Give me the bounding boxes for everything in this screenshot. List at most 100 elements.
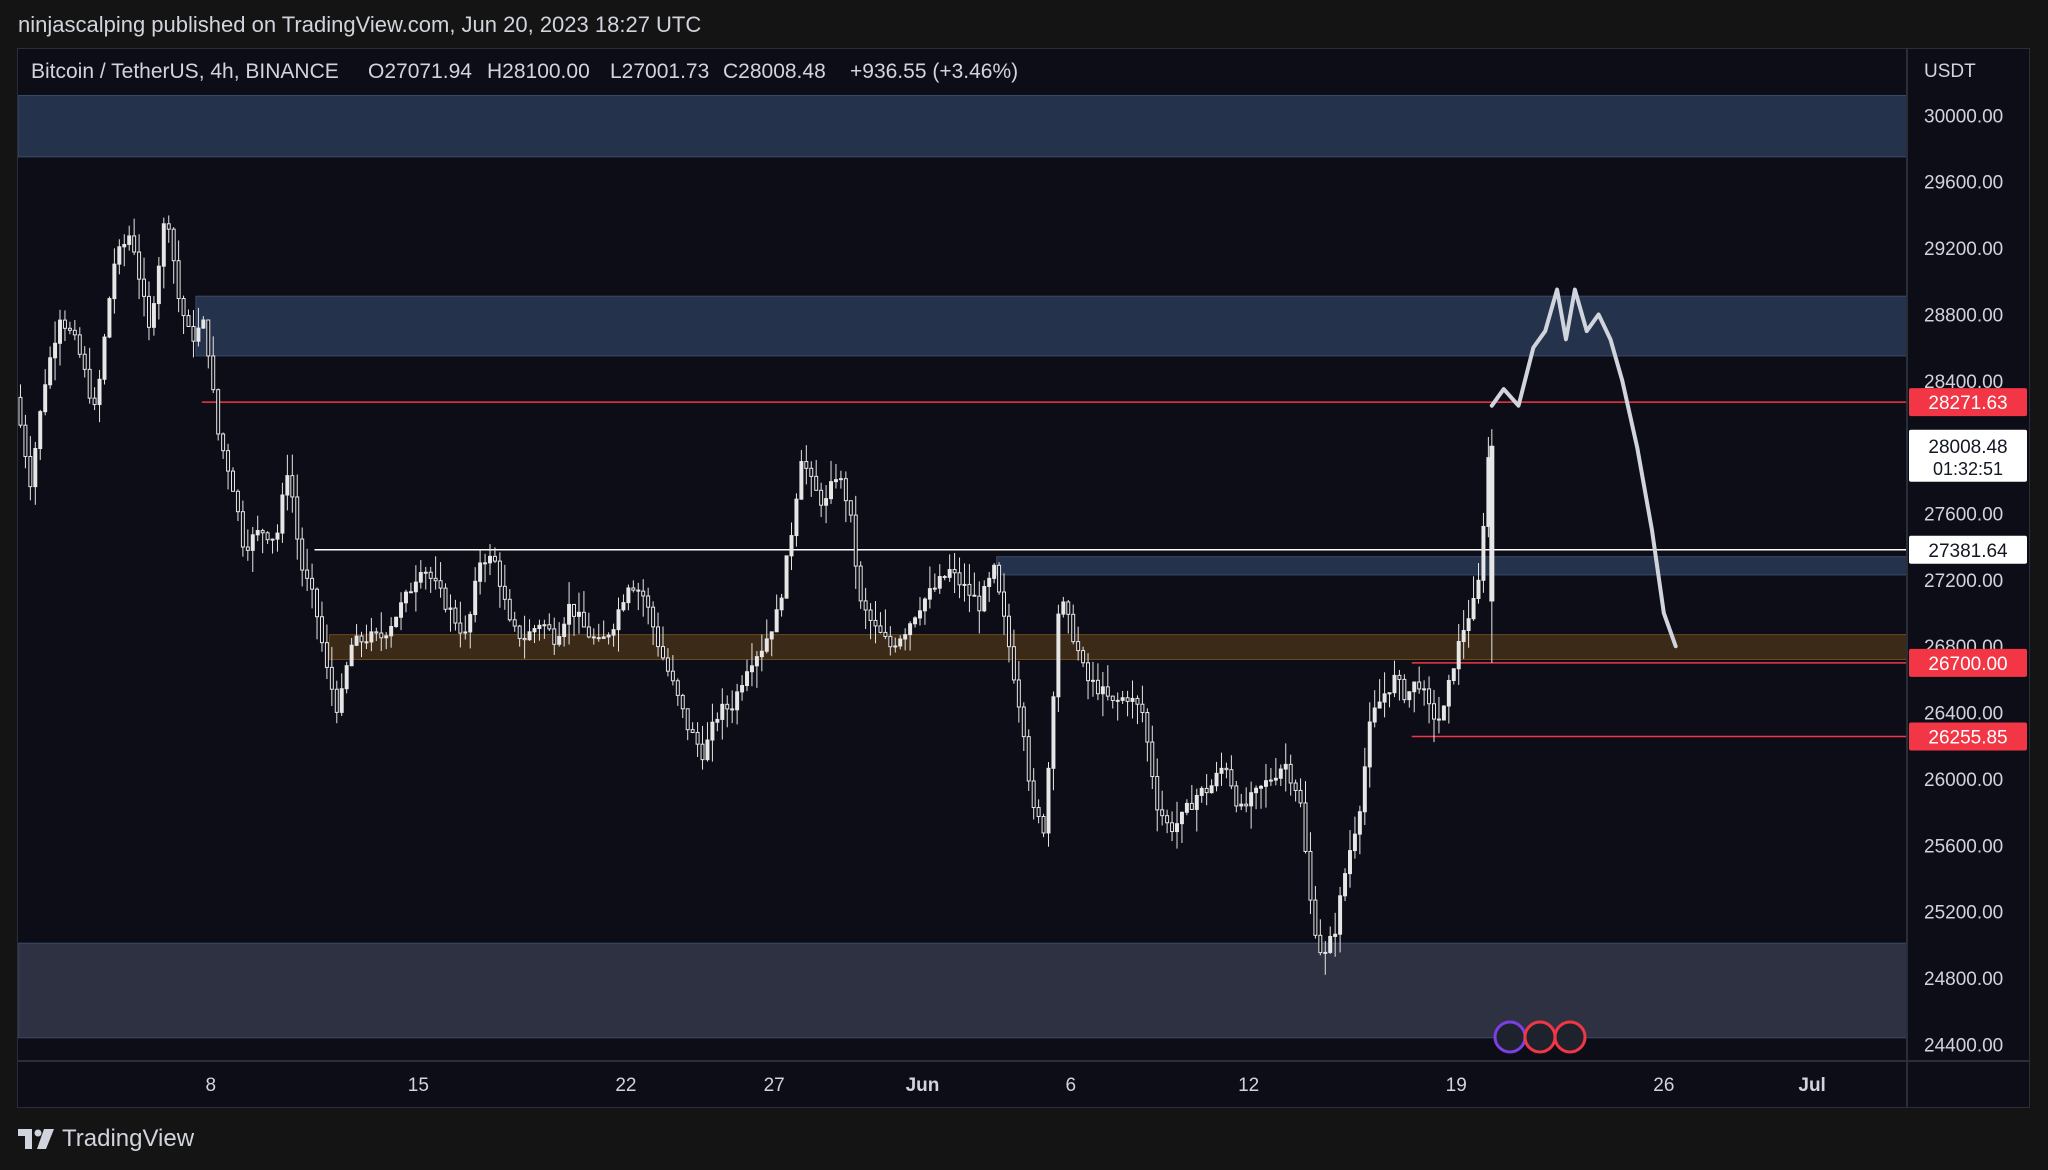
candle-body [1268,779,1273,782]
candle-body [853,514,858,567]
candle-body [1328,935,1333,953]
candle-body [903,634,908,640]
candle-body [858,565,863,602]
candle-body [1446,680,1451,707]
candle-body [759,650,764,658]
candle-body [231,470,235,492]
time-axis: 8 15 22 27 Jun 6 12 19 26 Jul [205,1075,1825,1096]
candle-body [305,569,310,579]
candle-body [908,623,913,636]
candle-body [1382,693,1387,703]
candle-body [206,319,211,357]
price-label-bg [1909,648,2027,677]
candle-body [211,355,216,391]
candle-body [1298,789,1303,804]
candle-body [33,447,38,488]
candle-body [670,670,675,682]
time-tick-label: Jul [1798,1075,1825,1096]
candle-body [1214,772,1219,787]
candle-body [458,622,463,634]
candle-body [1481,525,1486,581]
candle-body [226,450,231,472]
candle-body [344,665,349,690]
candle-body [982,585,987,612]
candle-body [1367,721,1372,768]
candle-body [848,500,853,516]
candle-body [695,731,700,745]
time-tick-label: 15 [408,1075,429,1096]
candle-body [77,334,82,355]
candle-body [868,609,873,621]
candle-body [1372,707,1377,723]
candle-body [1288,763,1293,784]
candle-body [586,626,591,638]
candle-body [1352,833,1357,852]
candle-body [1184,802,1189,813]
candle-body [1249,792,1254,807]
candle-body [863,600,868,611]
events-layer [1493,1020,1587,1054]
candle-body [1402,678,1407,701]
candle-body [621,602,626,611]
candle-body [483,562,488,565]
price-tick-label: 30000.00 [1924,106,2003,127]
candlestick-chart[interactable]: USDT 30000.00 29600.00 29200.00 28800.00 284… [18,49,2029,1107]
event-icon-2 [1553,1020,1587,1054]
tradingview-logo[interactable]: TradingView [18,1125,194,1153]
price-label-bg [1909,722,2027,751]
candle-body [300,538,305,571]
candle-body [97,378,102,406]
candle-body [181,298,186,317]
candle-body [260,530,265,534]
candles-layer [18,215,1495,975]
candle-body [710,721,715,741]
candle-body [127,235,132,245]
candle-body [1273,777,1278,781]
candle-body [255,530,260,536]
candle-body [1076,641,1081,652]
candle-body [690,729,695,733]
candle-body [502,585,507,600]
candle-body [611,629,616,636]
candle-body [1081,650,1086,664]
candle-body [527,631,532,641]
candle-body [1318,934,1323,954]
candle-body [295,496,300,540]
candle-body [1061,601,1066,615]
candle-body [1417,681,1422,690]
chart-frame[interactable]: USDT 30000.00 29600.00 29200.00 28800.00 284… [17,48,2030,1108]
price-tick-label: 25200.00 [1924,903,2003,924]
candle-body [1436,718,1441,721]
candle-body [186,315,191,327]
candle-body [166,223,171,230]
candle-body [1120,697,1125,701]
candle-body [913,617,918,625]
candle-body [878,625,883,633]
candle-body [997,564,1002,593]
candle-body [18,396,23,426]
ohlc-open: O27071.94 [368,60,472,83]
candle-body [142,278,147,297]
price-tick-label: 26400.00 [1924,704,2003,725]
zones-layer [18,94,1908,1039]
ohlc-low: L27001.73 [610,60,709,83]
candle-body [824,498,829,506]
candle-body [478,562,483,582]
candle-body [1056,613,1061,698]
candle-body [1021,706,1026,738]
candle-body [1397,674,1402,680]
candle-body [833,479,838,483]
candle-body [384,635,389,639]
candle-body [576,611,581,617]
candle-body [418,572,423,583]
time-tick-label: 27 [764,1075,785,1096]
price-label: 26255.85 [1928,728,2007,749]
candle-body [918,610,922,619]
candle-body [799,461,804,500]
candle-body [488,555,492,564]
candle-body [636,589,641,592]
candle-body [685,708,690,731]
candle-body [1036,807,1041,818]
candle-body [665,657,670,672]
price-tick-label: 29600.00 [1924,173,2003,194]
